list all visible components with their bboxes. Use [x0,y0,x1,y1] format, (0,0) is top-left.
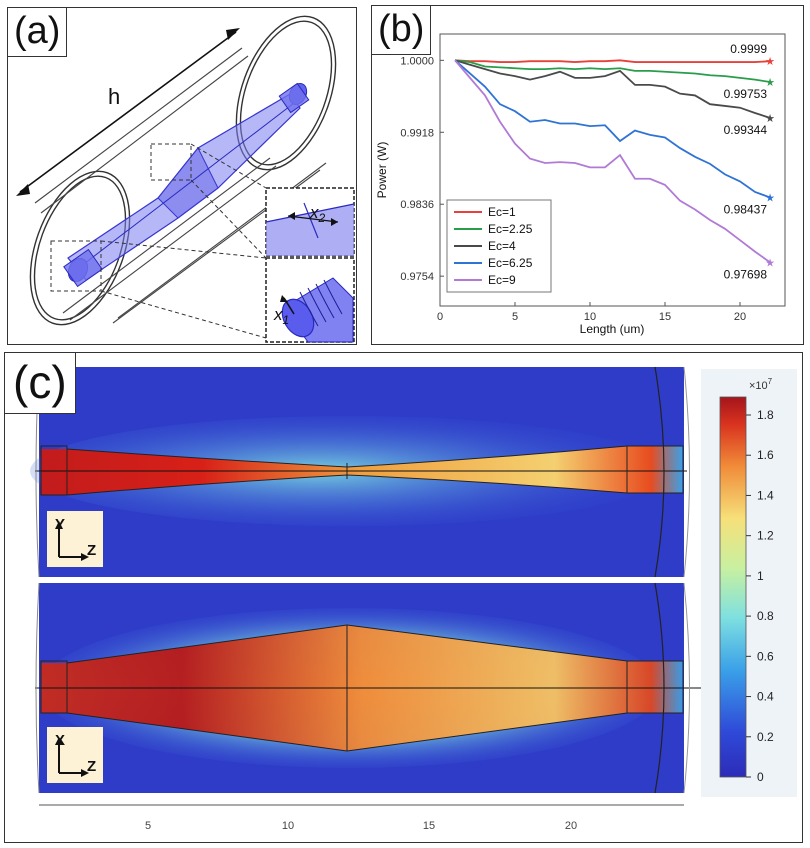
series-line-3 [454,59,771,199]
height-arrow [16,28,240,196]
geometry-illustration: x2 x1 h [16,15,355,343]
x2-label: x2 [309,203,326,225]
z-axis-glyph-top: Z [87,542,96,559]
x-tick-label: 5 [512,311,518,323]
legend-entry: Ec=1 [488,205,516,219]
colorbar: ×107 1.8 1.6 1.4 1.2 1 0.8 0.6 0.4 0.2 0 [701,369,797,797]
series-end-marker: ★ [765,77,775,89]
x-tick-label: 20 [734,311,746,323]
x-tick-label: 10 [584,311,596,323]
y-tick-label: 0.9754 [400,271,434,283]
series-end-marker: ★ [765,56,775,68]
inset-x1 [265,257,355,343]
colorbar-tick-label: 1.2 [757,529,774,543]
colorbar-tick-label: 0.4 [757,690,774,704]
y-axis-glyph: Y [55,516,65,533]
colorbar-tick-label: 0 [757,770,764,784]
colorbar-tick-label: 0.2 [757,730,774,744]
xz-field-map [35,582,701,794]
x-tick-label: 15 [659,311,671,323]
series-line-0 [454,59,771,63]
legend-entry: Ec=4 [488,239,516,253]
h-label: h [108,84,120,109]
panel-c: Y Z X Z 5 [4,352,803,843]
legend-entry: Ec=2.25 [488,222,533,236]
legend-entry: Ec=9 [488,273,516,287]
length-axis: 5 10 15 20 [39,804,684,832]
plot-frame [439,33,786,307]
zoom-guides [50,143,267,339]
series-end-label: 0.99344 [724,123,768,137]
near-ring [29,170,131,326]
length-tick: 5 [145,820,151,832]
panel-a-label: (a) [8,8,68,57]
series-line-1 [454,59,771,83]
taper-waveguide [63,82,310,288]
series-end-marker: ★ [765,257,775,269]
field-maps: Y Z X Z 5 [30,366,797,832]
x-axis-glyph: X [55,732,65,749]
panel-a: x2 x1 h (a) [7,7,357,345]
yz-axis-indicator: Y Z [47,511,103,567]
series-end-label: 0.98437 [724,202,768,216]
series-end-label: 0.97698 [724,267,768,281]
series-end-marker: ★ [765,113,775,125]
colorbar-tick-label: 1.8 [757,408,774,422]
x-axis-label: Length (um) [580,322,645,336]
xz-axis-indicator: X Z [47,727,103,783]
legend: Ec=1 Ec=2.25 Ec=4 Ec=6.25 Ec=9 [446,199,552,293]
series-end-label: 0.9999 [730,42,767,56]
y-tick-label: 0.9918 [400,127,434,139]
series-end-marker: ★ [765,192,775,204]
colorbar-exponent: ×107 [749,377,773,392]
series-line-2 [454,59,771,119]
y-axis-label: Power (W) [375,142,389,199]
colorbar-tick-label: 1.6 [757,448,774,462]
colorbar-tick-label: 0.8 [757,609,774,623]
length-tick: 10 [282,820,294,832]
panel-c-label: (c) [5,353,76,414]
colorbar-tick-label: 0.6 [757,649,774,663]
series-line-4 [454,59,771,264]
colorbar-tick-label: 1 [757,569,764,583]
length-tick: 20 [565,820,577,832]
panel-b: 1.0000 0.9918 0.9836 0.9754 0 5 10 15 20 ★ 0.999… [371,5,804,345]
x-tick-label: 0 [437,311,443,323]
panel-b-label: (b) [372,6,432,55]
x1-label: x1 [273,305,289,327]
yz-field-map [30,366,690,578]
inset-x2 [265,187,355,257]
y-tick-label: 1.0000 [400,55,434,67]
z-axis-glyph-bottom: Z [87,758,96,775]
far-ring [235,15,337,171]
colorbar-tick-label: 1.4 [757,488,774,502]
y-tick-label: 0.9836 [400,199,434,211]
length-tick: 15 [423,820,435,832]
legend-entry: Ec=6.25 [488,256,533,270]
series-end-label: 0.99753 [724,87,768,101]
